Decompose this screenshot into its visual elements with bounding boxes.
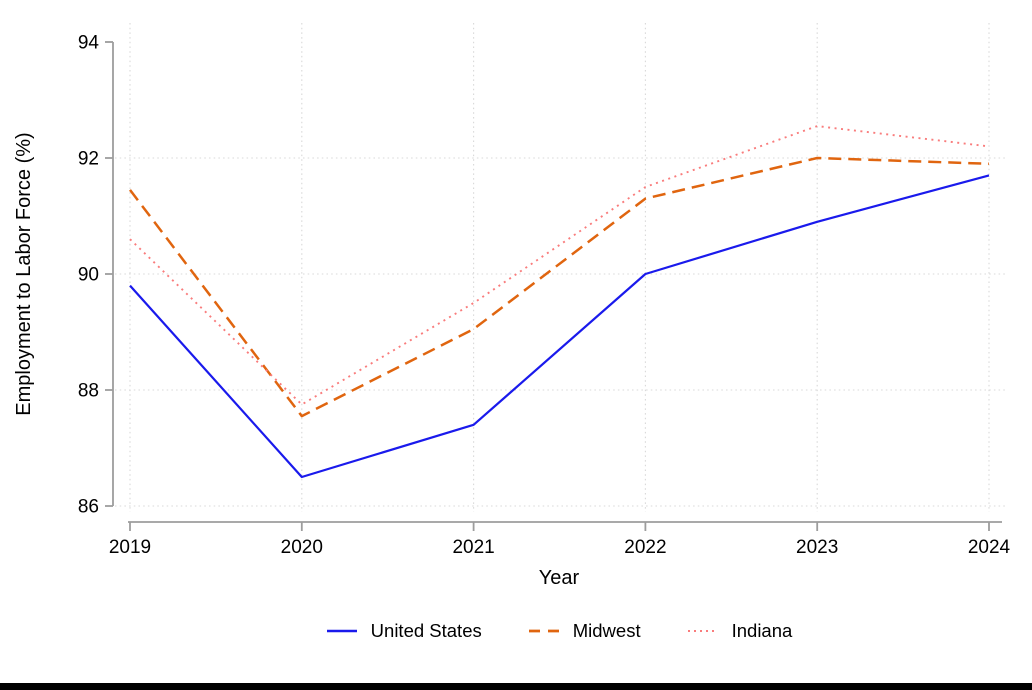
legend-item-midwest: Midwest — [528, 620, 641, 642]
dashed-line-icon — [528, 629, 559, 633]
axes — [105, 41, 1002, 531]
dotted-line-icon — [687, 630, 718, 632]
x-tick-label: 2024 — [968, 537, 1011, 558]
x-tick-label: 2019 — [109, 537, 151, 558]
legend-label-united-states: United States — [370, 620, 482, 641]
legend-label-midwest: Midwest — [572, 620, 641, 641]
legend-label-indiana: Indiana — [731, 620, 793, 641]
gridlines — [115, 23, 1005, 512]
series-line-midwest — [129, 156, 990, 418]
solid-line-icon — [326, 629, 357, 633]
data-series — [129, 125, 990, 479]
y-tick-label: 88 — [78, 381, 99, 402]
legend-item-indiana: Indiana — [687, 620, 793, 642]
tick-labels: 86 88 90 92 94 2019 2020 2021 2022 2023 2024 — [78, 33, 1011, 559]
legend-item-united-states: United States — [326, 620, 482, 642]
x-tick-label: 2023 — [796, 537, 838, 558]
x-tick-label: 2020 — [281, 537, 323, 558]
y-tick-label: 94 — [78, 33, 100, 54]
chart-legend: United States Midwest Indiana — [113, 617, 1005, 645]
y-tick-label: 90 — [78, 265, 99, 286]
line-chart: 86 88 90 92 94 2019 2020 2021 2022 2023 2024 Emplo… — [13, 23, 1011, 589]
y-tick-label: 92 — [78, 149, 99, 170]
x-axis-title: Year — [539, 567, 580, 589]
x-tick-label: 2022 — [624, 537, 666, 558]
y-axis-title: Employment to Labor Force (%) — [13, 132, 35, 415]
y-tick-label: 86 — [78, 497, 99, 518]
x-tick-label: 2021 — [452, 537, 494, 558]
screenshot-bottom-bar — [0, 683, 1032, 690]
series-line-united-states — [129, 174, 990, 479]
